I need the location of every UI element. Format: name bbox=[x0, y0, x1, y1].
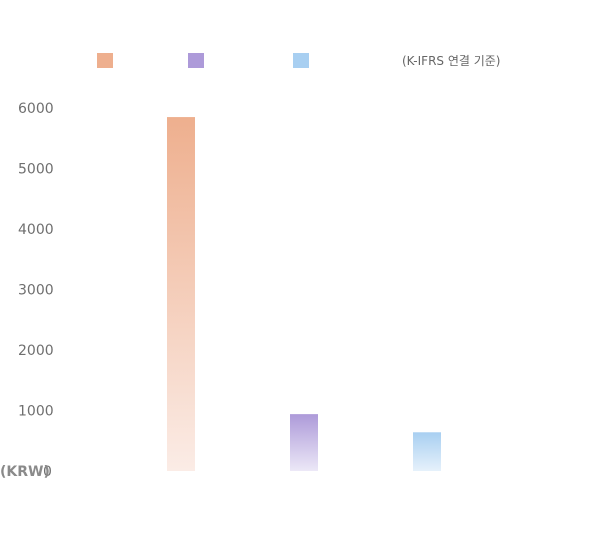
y-axis: 0 1000 2000 3000 4000 5000 6000 (KRW) bbox=[0, 101, 54, 480]
y-tick-label: 0 bbox=[43, 464, 52, 480]
y-unit-label: (KRW) bbox=[0, 464, 50, 480]
basis-note: (K-IFRS 연결 기준) bbox=[402, 54, 501, 68]
y-tick-label: 6000 bbox=[18, 101, 54, 117]
y-tick-label: 1000 bbox=[18, 404, 54, 420]
bar-series-2 bbox=[290, 414, 318, 471]
y-tick-label: 2000 bbox=[18, 343, 54, 359]
bar-series-1 bbox=[167, 117, 195, 471]
legend-swatch-series-3 bbox=[293, 53, 309, 68]
legend: (K-IFRS 연결 기준) bbox=[97, 53, 501, 68]
legend-swatch-series-2 bbox=[188, 53, 204, 68]
y-tick-label: 4000 bbox=[18, 222, 54, 238]
bar-series-3 bbox=[413, 432, 441, 471]
bars bbox=[167, 117, 441, 471]
y-tick-label: 5000 bbox=[18, 162, 54, 178]
legend-swatch-series-1 bbox=[97, 53, 113, 68]
y-tick-label: 3000 bbox=[18, 283, 54, 299]
